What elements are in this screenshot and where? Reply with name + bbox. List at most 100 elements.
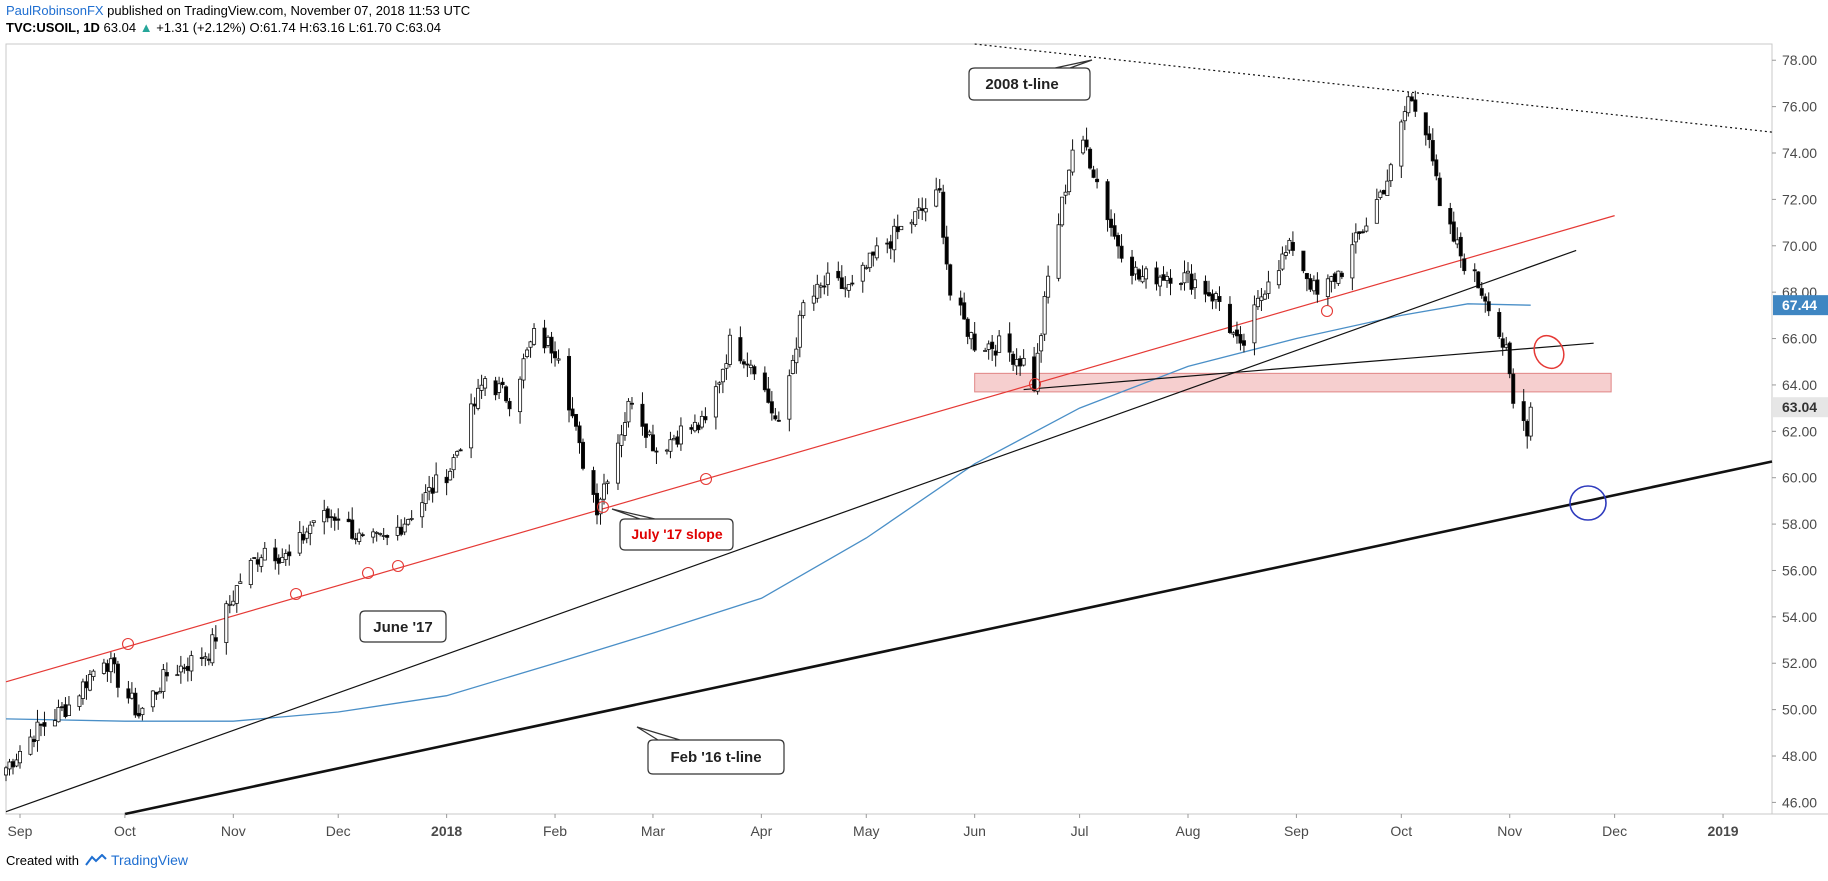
candle: [206, 653, 211, 666]
candle: [346, 511, 351, 523]
candle: [699, 410, 704, 430]
candle: [1032, 346, 1037, 393]
candle: [1255, 290, 1260, 310]
candle: [815, 274, 820, 303]
candle-body: [1007, 333, 1012, 353]
candle: [1192, 272, 1197, 299]
candle: [776, 411, 781, 423]
candle: [66, 696, 71, 716]
ohlc-values: O:61.74 H:63.16 L:61.70 C:63.04: [249, 20, 441, 35]
candle-body: [178, 665, 183, 673]
candle: [1046, 265, 1051, 304]
candle: [1088, 147, 1093, 170]
support-zone: [974, 372, 1612, 393]
candle: [748, 359, 753, 375]
annotation-july17-slope[interactable]: July '17 slope: [611, 508, 734, 551]
candle-body: [360, 534, 365, 536]
candle: [1133, 261, 1138, 281]
author-link[interactable]: PaulRobinsonFX: [6, 3, 104, 18]
candle-body: [1511, 373, 1516, 404]
candle-body: [1070, 149, 1075, 173]
candle-body: [14, 759, 19, 767]
candle: [1458, 232, 1463, 268]
candle-body: [843, 287, 848, 290]
candle-body: [255, 559, 260, 565]
candle-body: [182, 667, 187, 670]
price-tick-label: 74.00: [1782, 145, 1817, 161]
candle-body: [1378, 191, 1383, 199]
tradingview-link[interactable]: TradingView: [85, 852, 188, 868]
candle-body: [1266, 281, 1271, 294]
candle-body: [675, 436, 680, 445]
time-axis[interactable]: Sep Oct Nov Dec 2018 Feb Mar Apr May Jun Jul Aug Sep…: [8, 814, 1739, 839]
candle-body: [822, 285, 827, 288]
candle: [518, 376, 523, 424]
candle: [752, 364, 757, 380]
candle-body: [1287, 239, 1292, 251]
candle: [301, 525, 306, 544]
candle: [647, 429, 652, 437]
candle: [643, 423, 648, 449]
candle-body: [696, 424, 701, 431]
candle: [1301, 250, 1306, 274]
trendline-2: [5, 249, 1577, 813]
candle-body: [105, 663, 110, 672]
candle: [56, 699, 61, 723]
candle-body: [699, 415, 704, 428]
candle: [1095, 168, 1100, 189]
candle-body: [717, 382, 722, 385]
candle-body: [1437, 177, 1442, 207]
candle-body: [1462, 258, 1467, 272]
candle: [574, 413, 579, 431]
annotation-feb16-tline[interactable]: Feb '16 t-line: [636, 726, 785, 775]
candle: [997, 330, 1002, 353]
candle: [1364, 217, 1369, 233]
time-tick-label: Oct: [1390, 823, 1412, 839]
candle: [1385, 169, 1390, 196]
candle-body: [871, 251, 876, 256]
candle-body: [1060, 196, 1065, 226]
candle-body: [836, 270, 841, 279]
candle-body: [164, 672, 169, 677]
candle-body: [689, 427, 694, 430]
candle-body: [1434, 159, 1439, 177]
candle: [801, 299, 806, 319]
candle: [1185, 262, 1190, 284]
candle: [1479, 282, 1484, 299]
candle-body: [350, 519, 355, 539]
candle: [1119, 234, 1124, 263]
candle: [811, 284, 816, 311]
candle-body: [1130, 256, 1135, 276]
candle: [189, 650, 194, 682]
candle-body: [1458, 236, 1463, 257]
candle-body: [332, 516, 337, 521]
candle: [570, 397, 575, 419]
candle-body: [1217, 296, 1222, 303]
annotation-2008-tline[interactable]: 2008 t-line: [968, 59, 1093, 101]
candle-body: [199, 657, 204, 660]
candle-body: [1276, 270, 1281, 286]
candle-body: [962, 302, 967, 320]
candle: [1448, 202, 1453, 235]
price-axis[interactable]: 46.00 48.00 50.00 52.00 54.00 56.00 58.00 60.00…: [1772, 52, 1828, 810]
candle-body: [909, 221, 914, 225]
candle: [1213, 291, 1218, 309]
candle: [1525, 419, 1530, 449]
touch-marker: [1320, 304, 1334, 318]
candle: [140, 706, 145, 721]
annotation-june17[interactable]: June '17: [359, 610, 447, 643]
candle-body: [874, 245, 879, 259]
candle: [1021, 349, 1026, 367]
candle: [839, 265, 844, 290]
candle: [1262, 290, 1267, 300]
candle: [1325, 274, 1330, 306]
candle: [1161, 266, 1166, 281]
candle: [846, 284, 851, 298]
candle-body: [38, 723, 43, 726]
candle-body: [1165, 276, 1170, 281]
candle: [1462, 253, 1467, 275]
candle: [469, 393, 474, 459]
candle-body: [1528, 406, 1533, 437]
candle: [259, 554, 264, 573]
